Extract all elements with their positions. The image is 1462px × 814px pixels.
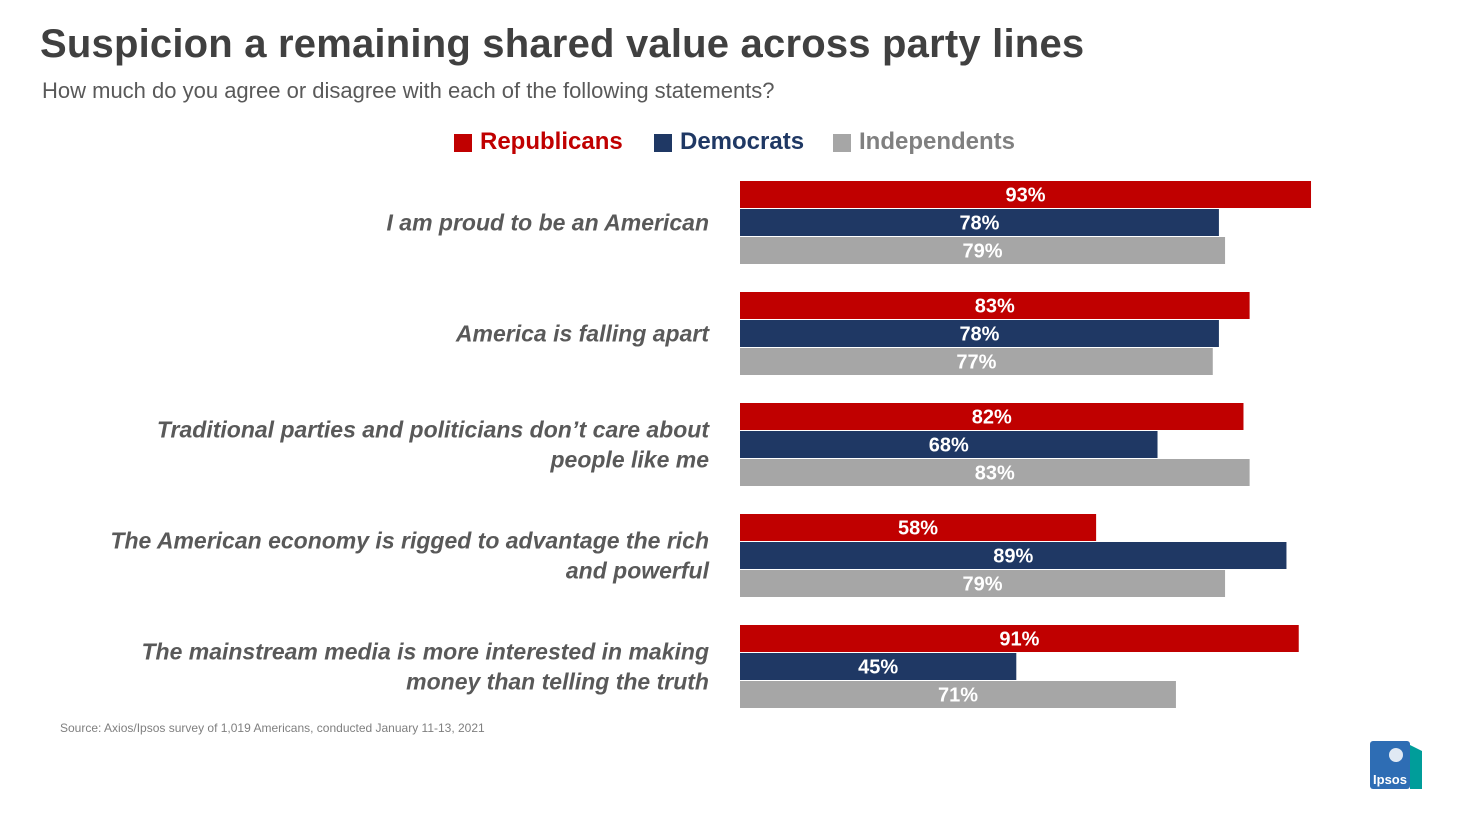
bar-republicans	[740, 292, 1250, 319]
ipsos-logo-text: Ipsos	[1373, 772, 1407, 787]
category-label: America is falling apart	[455, 321, 710, 347]
ipsos-logo-icon	[1370, 741, 1422, 789]
bar-independents	[740, 570, 1226, 597]
bar-democrats	[740, 431, 1158, 458]
data-label-democrats: 78%	[959, 324, 999, 346]
legend-swatch-republicans	[454, 134, 472, 152]
data-label-independents: 79%	[963, 241, 1003, 263]
bar-independents	[740, 681, 1176, 708]
data-label-republicans: 93%	[1005, 185, 1045, 207]
chart-legend: Republicans Democrats Independents	[0, 126, 1462, 158]
legend-swatch-democrats	[654, 134, 672, 152]
source-note: Source: Axios/Ipsos survey of 1,019 Amer…	[60, 721, 485, 735]
page-title: Suspicion a remaining shared value acros…	[40, 22, 1085, 66]
category-label: The American economy is rigged to advant…	[110, 528, 709, 554]
bar-democrats	[740, 209, 1219, 236]
bar-republicans	[740, 625, 1299, 652]
legend-label-independents: Independents	[859, 128, 1016, 155]
bar-democrats	[740, 542, 1287, 569]
data-label-democrats: 68%	[929, 435, 969, 457]
ipsos-logo: Ipsos	[1370, 741, 1422, 789]
data-label-independents: 77%	[956, 352, 996, 374]
category-label: I am proud to be an American	[387, 210, 709, 236]
data-label-republicans: 82%	[972, 407, 1012, 429]
data-label-democrats: 78%	[959, 213, 999, 235]
category-label: money than telling the truth	[406, 669, 709, 695]
bar-democrats	[740, 653, 1017, 680]
bar-democrats	[740, 320, 1219, 347]
legend-swatch-independents	[833, 134, 851, 152]
category-label: Traditional parties and politicians don’…	[157, 417, 710, 443]
bar-independents	[740, 237, 1226, 264]
page-subtitle: How much do you agree or disagree with e…	[42, 78, 775, 103]
category-label: The mainstream media is more interested …	[141, 639, 709, 665]
data-label-republicans: 58%	[898, 518, 938, 540]
bar-chart: I am proud to be an American 93% 78% 79% Ame…	[110, 181, 1312, 708]
data-label-republicans: 91%	[999, 629, 1039, 651]
bar-republicans	[740, 514, 1097, 541]
data-label-independents: 79%	[963, 574, 1003, 596]
legend-label-democrats: Democrats	[680, 128, 805, 155]
category-label: people like me	[549, 447, 709, 473]
data-label-independents: 71%	[938, 685, 978, 707]
bar-independents	[740, 459, 1250, 486]
data-label-republicans: 83%	[975, 296, 1015, 318]
bar-republicans	[740, 403, 1244, 430]
data-label-independents: 83%	[975, 463, 1015, 485]
category-label: and powerful	[566, 558, 710, 584]
bar-independents	[740, 348, 1213, 375]
bar-republicans	[740, 181, 1312, 208]
data-label-democrats: 89%	[993, 546, 1033, 568]
data-label-democrats: 45%	[858, 657, 898, 679]
legend-label-republicans: Republicans	[480, 128, 623, 155]
